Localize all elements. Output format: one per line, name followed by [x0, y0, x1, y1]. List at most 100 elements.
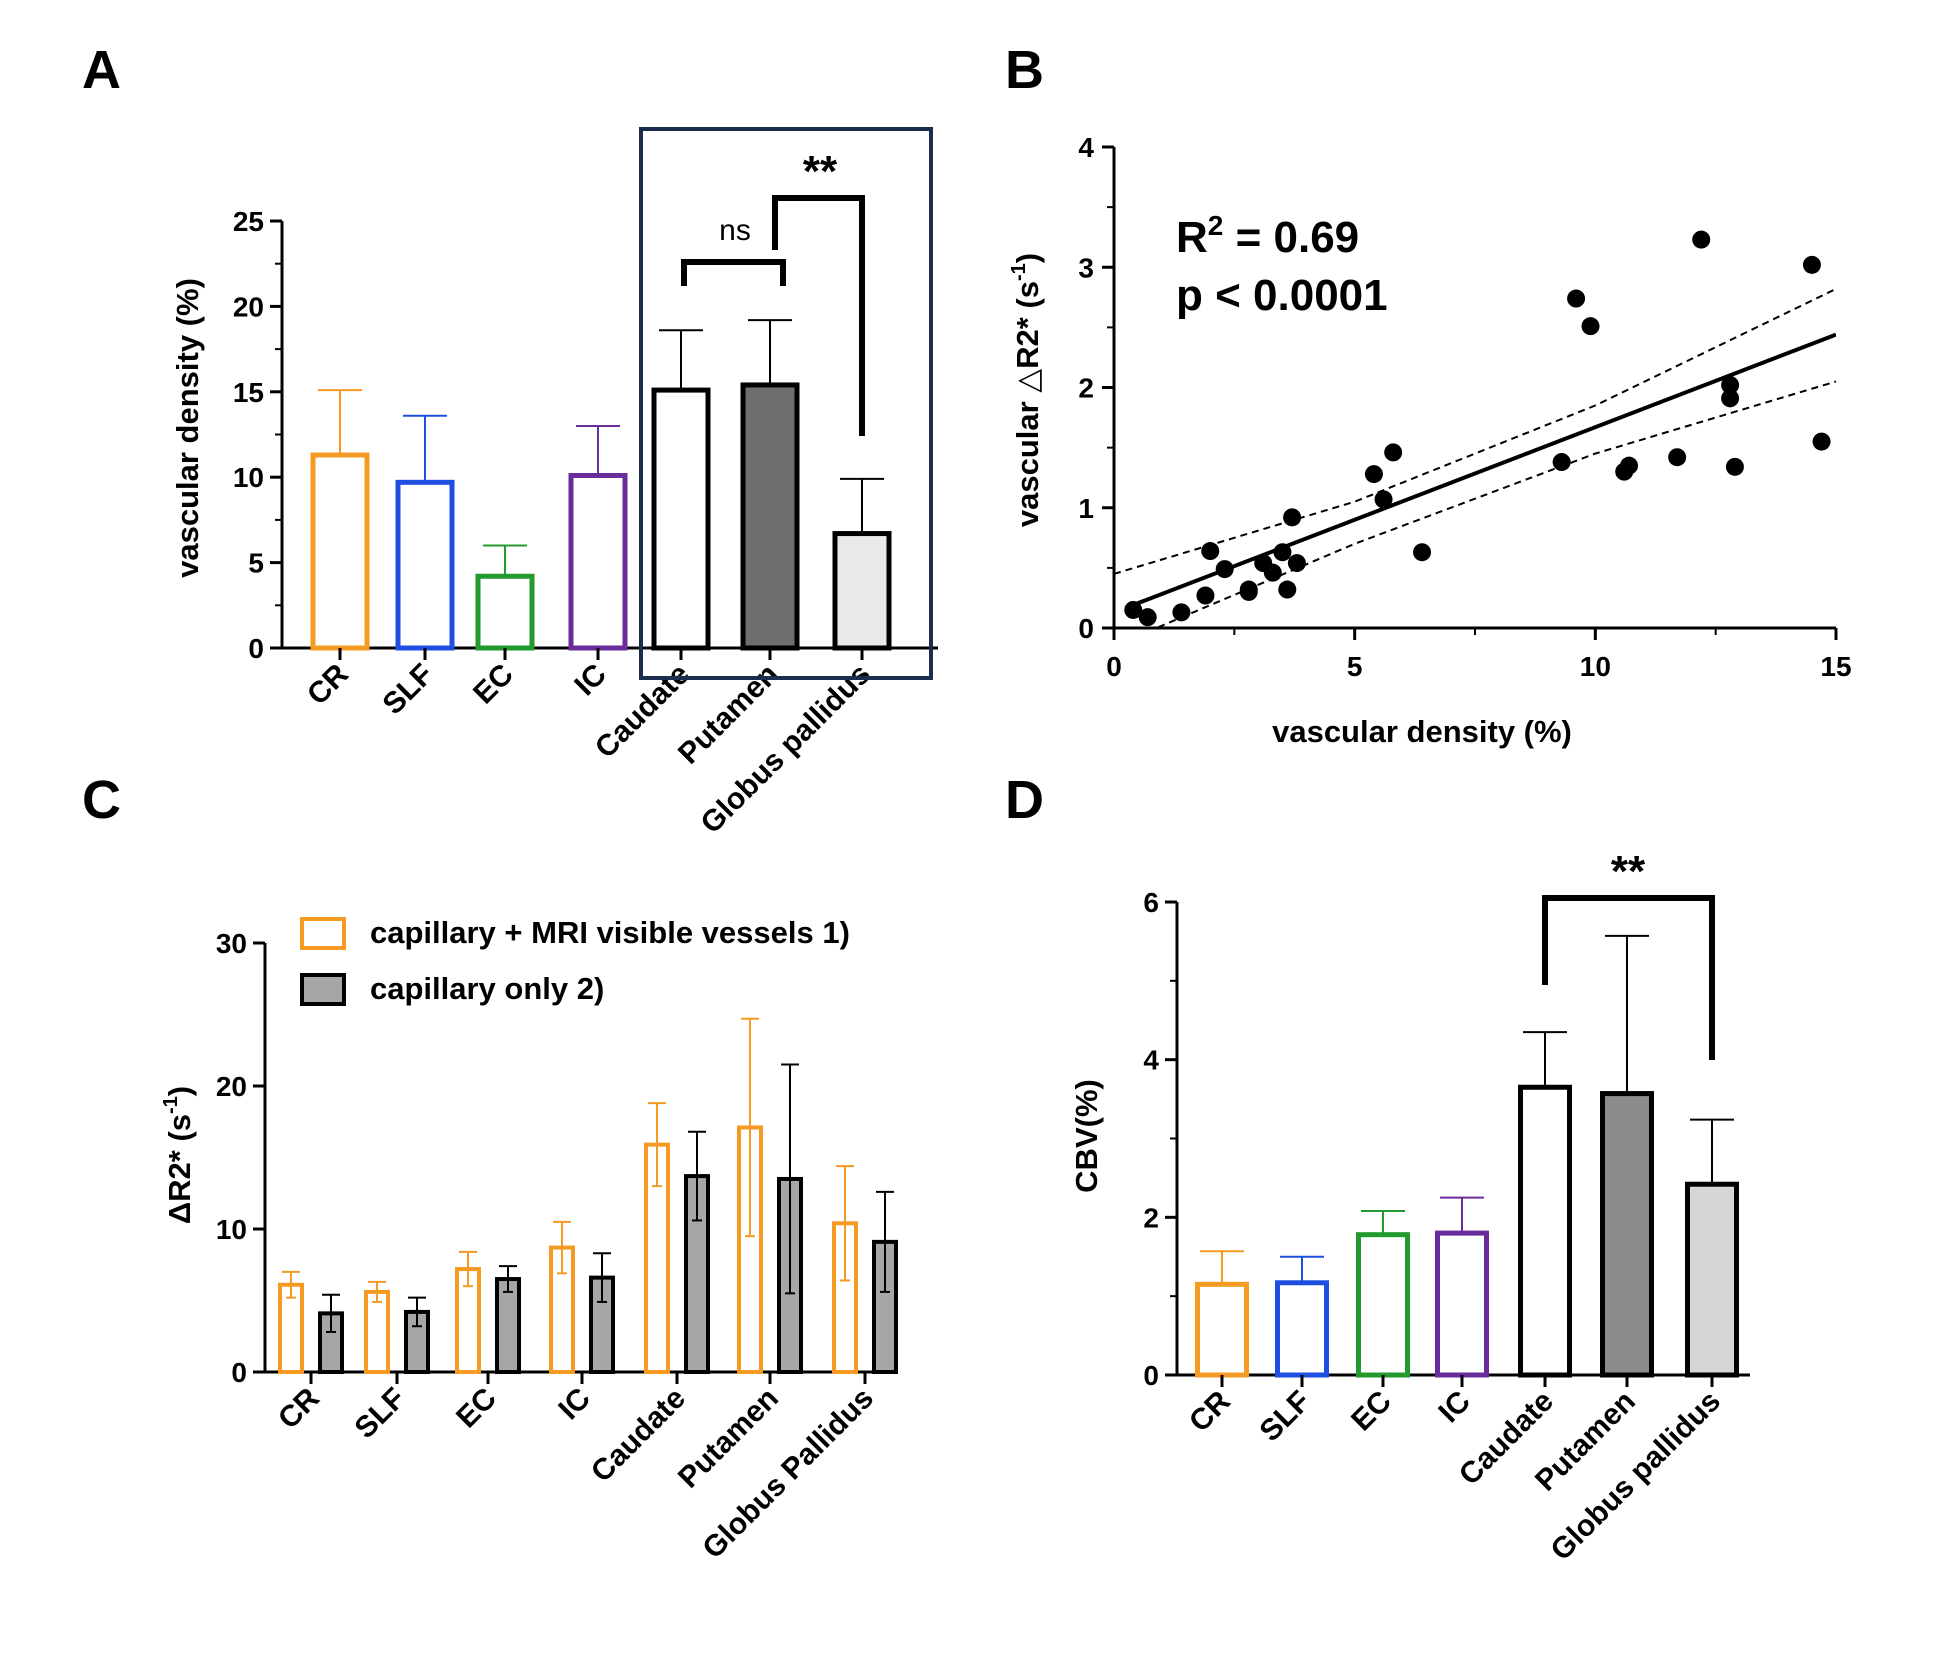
panel-a-x-tick-label: IC: [568, 658, 613, 703]
panel-b-data-point: [1239, 580, 1258, 599]
panel-b-ylabel-main: vascular △R2* (s: [1010, 281, 1045, 527]
panel-b-y-tick-label: 0: [1078, 613, 1094, 644]
panel-a-bar: [832, 531, 892, 651]
panel-a-y-tick-label: 25: [233, 206, 264, 237]
panel-a-y-tick-label: 10: [233, 462, 264, 493]
panel-a-bar: [651, 387, 711, 651]
panel-a-x-tick-label: EC: [467, 658, 520, 711]
panel-b-data-point: [1413, 543, 1432, 562]
panel-d-sig-label: **: [1611, 847, 1646, 896]
panel-d-ylabel: CBV(%): [1069, 1079, 1104, 1193]
panel-a-x-tick-label: Globus pallidus: [695, 658, 877, 840]
panel-label-b: B: [1005, 40, 1044, 100]
panel-d-x-tick-label: EC: [1345, 1385, 1398, 1438]
panel-a-y-tick-label: 15: [233, 377, 264, 408]
panel-b-data-point: [1364, 465, 1383, 484]
panel-b-y-tick-label: 1: [1078, 493, 1094, 524]
panel-d-x-tick-label: SLF: [1254, 1385, 1317, 1448]
panel-c-bar-series-1: [364, 1289, 390, 1375]
panel-b-fit-line: [1132, 332, 1836, 607]
panel-label-c: C: [82, 770, 121, 830]
panel-b-data-point: [1802, 255, 1821, 274]
panel-b-data-point: [1273, 543, 1292, 562]
panel-b-data-point: [1721, 376, 1740, 395]
panel-b-data-point: [1215, 560, 1234, 579]
panel-a-x-tick-label: CR: [301, 657, 355, 711]
panel-b-data-point: [1567, 289, 1586, 308]
panel-d-y-tick-label: 2: [1143, 1202, 1159, 1233]
legend-label-series-2: capillary only 2): [370, 971, 604, 1006]
panel-a-bar: [740, 382, 800, 651]
panel-a-highlight-box: [639, 127, 933, 680]
panel-b-data-point: [1620, 456, 1639, 475]
panel-d-bar: [1600, 1091, 1654, 1378]
panel-b-data-point: [1812, 432, 1831, 451]
panel-a-ns-bracket: [681, 259, 786, 286]
panel-b-ylabel: vascular △R2* (s-1): [1008, 253, 1045, 527]
panel-c-x-tick-label: EC: [450, 1382, 503, 1435]
panel-b-chart: 0 5 10 15 0 1 2 3 4: [1078, 132, 1851, 682]
r-squared-r: R: [1176, 213, 1208, 262]
panel-b-data-point: [1196, 586, 1215, 605]
panel-a-sig-bracket: [772, 195, 865, 436]
panel-b-x-tick-label: 15: [1820, 651, 1851, 682]
panel-c-ylabel-end: ): [162, 1086, 197, 1096]
panel-label-a: A: [82, 40, 121, 100]
r-squared-label: R2 = 0.69: [1176, 210, 1359, 262]
panel-b-y-tick-label: 2: [1078, 373, 1094, 404]
panel-c-y-tick-label: 30: [216, 928, 247, 959]
panel-b-data-point: [1721, 389, 1740, 408]
panel-b-data-point: [1201, 542, 1220, 561]
legend-swatch-series-2: [300, 973, 346, 1006]
panel-c-y-tick-label: 0: [231, 1357, 247, 1388]
panel-c-ylabel-sup: -1: [160, 1096, 182, 1114]
panel-b-y-tick-label: 4: [1078, 132, 1094, 163]
panel-b-data-point: [1552, 453, 1571, 472]
panel-b-ci-lower: [1153, 380, 1836, 628]
panel-d-bar: [1195, 1281, 1249, 1378]
panel-d-x-tick-label: CR: [1183, 1384, 1237, 1438]
panel-a-ylabel: vascular density (%): [170, 278, 205, 578]
panel-b-data-point: [1374, 490, 1393, 509]
panel-b-x-tick-label: 0: [1106, 651, 1122, 682]
r-squared-value: = 0.69: [1223, 213, 1359, 262]
panel-b-data-point: [1172, 603, 1191, 622]
panel-a-bar: [475, 573, 535, 651]
panel-d-bar: [1518, 1084, 1572, 1378]
panel-d-bar: [1435, 1230, 1489, 1378]
panel-c-x-tick-label: CR: [272, 1381, 326, 1435]
panel-c-y-tick-label: 20: [216, 1071, 247, 1102]
panel-b-data-point: [1384, 443, 1403, 462]
panel-c-ylabel-main: ΔR2* (s: [162, 1114, 197, 1224]
panel-b-data-point: [1668, 448, 1687, 467]
panel-a-ns-label: ns: [719, 214, 751, 247]
r-squared-sup: 2: [1208, 210, 1224, 241]
panel-c-x-tick-label: SLF: [349, 1382, 412, 1445]
panel-b-y-tick-label: 3: [1078, 252, 1094, 283]
panel-d-y-tick-label: 6: [1143, 887, 1159, 918]
panel-c-x-tick-label: Globus Pallidus: [696, 1382, 880, 1566]
panel-a-sig-label: **: [803, 147, 838, 196]
panel-b-data-point: [1287, 554, 1306, 573]
panel-b-data-point: [1138, 608, 1157, 627]
panel-b-ylabel-end: ): [1010, 253, 1045, 263]
panel-a-bar: [395, 479, 455, 651]
panel-b-data-point: [1124, 600, 1143, 619]
panel-d-y-tick-label: 0: [1143, 1360, 1159, 1391]
panel-a-y-tick-label: 0: [248, 633, 264, 664]
panel-b-data-point: [1692, 230, 1711, 249]
panel-label-d: D: [1005, 770, 1044, 830]
panel-d-sig-bracket: [1542, 895, 1715, 1060]
panel-b-data-point: [1263, 563, 1282, 582]
panel-b-ci-upper: [1114, 288, 1836, 575]
panel-a-y-tick-label: 5: [248, 548, 264, 579]
panel-c-y-tick-label: 10: [216, 1214, 247, 1245]
panel-d-bar: [1275, 1280, 1329, 1378]
panel-b-data-point: [1278, 580, 1297, 599]
panel-b-ylabel-sup: -1: [1008, 263, 1030, 281]
panel-b-xlabel: vascular density (%): [1272, 714, 1572, 749]
panel-c-ylabel: ΔR2* (s-1): [160, 1086, 197, 1224]
